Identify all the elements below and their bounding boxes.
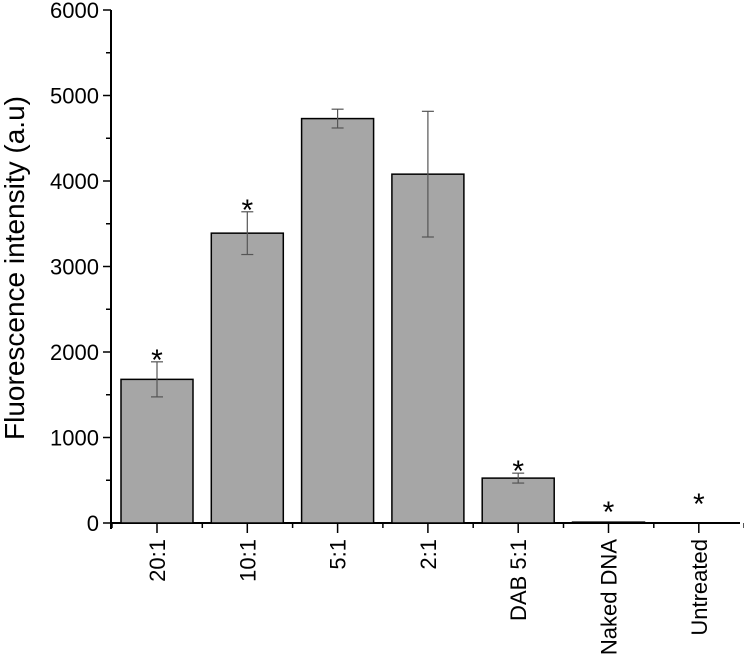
y-tick-label: 0 bbox=[87, 511, 99, 536]
y-tick-label: 2000 bbox=[50, 340, 99, 365]
significance-marker: * bbox=[603, 496, 615, 529]
x-tick-label: Untreated bbox=[687, 539, 712, 636]
y-tick-label: 3000 bbox=[50, 255, 99, 280]
y-axis: 0 1000 2000 3000 4000 5000 6000 bbox=[50, 0, 112, 536]
y-tick-label: 4000 bbox=[50, 169, 99, 194]
bars: * * * * * bbox=[120, 108, 705, 529]
significance-marker: * bbox=[241, 194, 253, 227]
y-tick-label: 1000 bbox=[50, 426, 99, 451]
bar bbox=[481, 477, 555, 524]
x-tick-label: 2:1 bbox=[416, 539, 441, 570]
significance-marker: * bbox=[151, 344, 163, 377]
x-tick-label: 5:1 bbox=[326, 539, 351, 570]
significance-marker: * bbox=[512, 455, 524, 488]
bar bbox=[120, 378, 194, 524]
y-tick-label: 5000 bbox=[50, 84, 99, 109]
bar bbox=[300, 117, 375, 524]
y-tick-label: 6000 bbox=[50, 0, 99, 23]
bar bbox=[571, 521, 646, 524]
x-tick-label: Naked DNA bbox=[597, 539, 622, 655]
x-tick-label: DAB 5:1 bbox=[506, 539, 531, 621]
bar bbox=[210, 232, 285, 524]
x-tick-label: 10:1 bbox=[235, 539, 260, 582]
significance-marker: * bbox=[693, 488, 705, 521]
y-axis-label: Fluorescence intensity (a.u) bbox=[0, 96, 30, 440]
x-axis: 20:1 10:1 5:1 2:1 DAB 5:1 Naked DNA Untreated bbox=[111, 522, 744, 655]
x-tick-label: 20:1 bbox=[145, 539, 170, 582]
